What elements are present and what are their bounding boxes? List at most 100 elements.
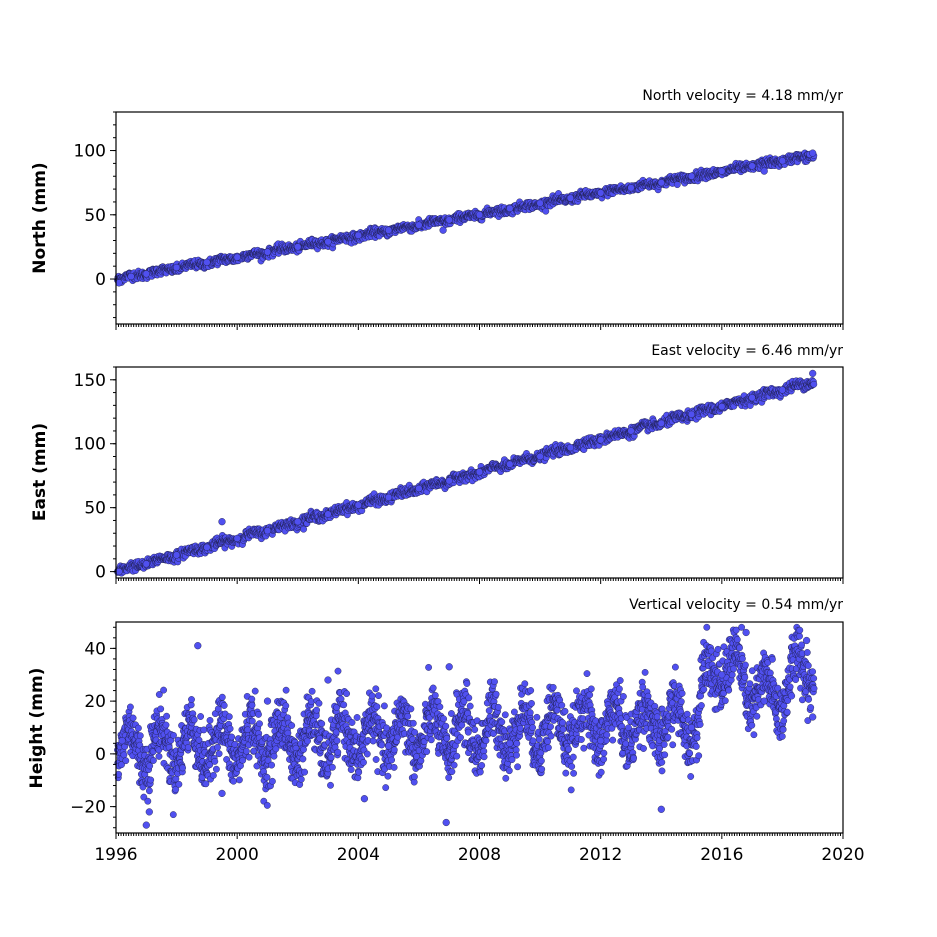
scatter-point xyxy=(328,763,336,771)
scatter-point xyxy=(218,693,226,701)
scatter-point xyxy=(355,768,363,776)
scatter-point xyxy=(233,534,241,543)
y-tick-label: 150 xyxy=(74,371,106,391)
scatter-point xyxy=(687,410,696,418)
scatter-point xyxy=(475,468,484,476)
scatter-point xyxy=(316,735,324,742)
scatter-point xyxy=(415,221,423,229)
scatter-point xyxy=(188,696,195,703)
north-velocity-label: North velocity = 4.18 mm/yr xyxy=(642,88,843,104)
scatter-point xyxy=(687,172,696,180)
scatter-point xyxy=(263,802,271,809)
scatter-point xyxy=(263,248,272,256)
scatter-point xyxy=(162,721,170,729)
scatter-point xyxy=(120,751,128,759)
scatter-point xyxy=(115,279,123,287)
scatter-point xyxy=(115,567,123,576)
scatter-point xyxy=(160,686,168,694)
scatter-point xyxy=(230,777,237,785)
scatter-point xyxy=(318,720,326,728)
scatter-point xyxy=(245,753,253,761)
scatter-point xyxy=(225,713,233,721)
scatter-point xyxy=(748,394,756,402)
scatter-point xyxy=(173,551,181,559)
scatter-point xyxy=(142,270,150,278)
scatter-point xyxy=(142,560,150,568)
scatter-point xyxy=(354,231,362,239)
scatter-point xyxy=(748,162,756,170)
scatter-point xyxy=(248,717,256,725)
scatter-point xyxy=(127,272,135,281)
scatter-point xyxy=(169,811,177,818)
scatter-point xyxy=(294,518,302,526)
scatter-point xyxy=(333,737,341,745)
scatter-point xyxy=(270,752,278,760)
scatter-point xyxy=(778,157,787,165)
scatter-point xyxy=(248,695,256,703)
scatter-point xyxy=(657,419,665,427)
scatter-point xyxy=(315,699,323,707)
scatter-point xyxy=(340,701,348,709)
scatter-point xyxy=(282,686,290,694)
scatter-point xyxy=(324,510,332,518)
scatter-point xyxy=(251,687,259,695)
scatter-point xyxy=(206,717,214,724)
scatter-point xyxy=(214,743,221,751)
scatter-point xyxy=(597,436,605,444)
scatter-point xyxy=(226,725,234,733)
scatter-point xyxy=(385,226,393,234)
scatter-point xyxy=(126,703,134,711)
scatter-point xyxy=(145,787,153,795)
scatter-point xyxy=(536,199,544,207)
scatter-point xyxy=(218,518,226,526)
scatter-point xyxy=(294,243,302,251)
scatter-point xyxy=(203,543,211,551)
scatter-point xyxy=(566,444,575,452)
scatter-point xyxy=(536,452,544,461)
scatter-point xyxy=(233,253,241,261)
scatter-point xyxy=(147,776,155,784)
height-y-axis-label: Height (mm) xyxy=(27,668,47,789)
scatter-point xyxy=(354,774,362,782)
east-y-axis-label: East (mm) xyxy=(30,423,50,521)
scatter-point xyxy=(157,705,165,713)
scatter-point xyxy=(268,761,275,769)
scatter-point xyxy=(334,667,342,675)
scatter-point xyxy=(343,690,350,697)
scatter-point xyxy=(231,741,239,748)
scatter-point xyxy=(334,748,342,756)
scatter-point xyxy=(288,722,296,729)
scatter-point xyxy=(324,238,332,246)
scatter-point xyxy=(718,167,726,175)
scatter-point xyxy=(718,403,726,411)
scatter-point xyxy=(445,477,453,485)
scatter-point xyxy=(282,702,290,710)
y-tick-label: 100 xyxy=(74,435,106,455)
scatter-point xyxy=(211,758,219,765)
scatter-point xyxy=(475,211,484,219)
scatter-point xyxy=(354,501,362,509)
y-tick-label: 50 xyxy=(84,206,106,226)
scatter-point xyxy=(415,484,423,493)
scatter-point xyxy=(155,753,163,760)
scatter-point xyxy=(308,687,316,695)
scatter-point xyxy=(673,181,681,189)
east-velocity-label: East velocity = 6.46 mm/yr xyxy=(651,343,843,359)
vertical-velocity-label: Vertical velocity = 0.54 mm/yr xyxy=(629,597,843,613)
scatter-point xyxy=(129,714,137,722)
scatter-point xyxy=(146,762,154,770)
scatter-point xyxy=(190,716,198,724)
scatter-point xyxy=(136,732,144,740)
scatter-point xyxy=(347,766,355,773)
scatter-point xyxy=(627,184,635,192)
scatter-point xyxy=(149,757,157,764)
scatter-point xyxy=(209,772,217,779)
scatter-point xyxy=(506,460,514,468)
scatter-point xyxy=(348,719,356,726)
scatter-point xyxy=(657,179,665,187)
scatter-point xyxy=(203,258,211,266)
scatter-point xyxy=(327,754,335,761)
scatter-point xyxy=(297,775,305,783)
scatter-point xyxy=(263,527,272,535)
scatter-point xyxy=(134,724,142,732)
